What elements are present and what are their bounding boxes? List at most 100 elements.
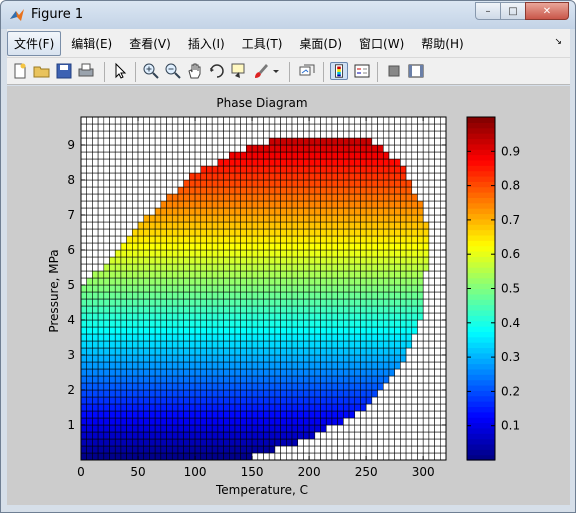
new-figure-icon[interactable]: [11, 62, 29, 80]
heatmap-cell: [331, 382, 338, 391]
hide-plot-tools-icon[interactable]: [385, 62, 403, 80]
heatmap-cell: [257, 200, 264, 209]
heatmap-cell: [263, 242, 270, 251]
heatmap-cell: [126, 319, 133, 328]
heatmap-cell: [434, 305, 441, 314]
heatmap-cell: [149, 284, 156, 293]
menu-view[interactable]: 查看(V): [129, 36, 171, 51]
heatmap-cell: [400, 221, 407, 230]
colorbar-segment: [467, 395, 495, 402]
heatmap-cell: [92, 305, 99, 314]
heatmap-cell: [86, 158, 93, 167]
heatmap-cell: [422, 389, 430, 398]
heatmap-cell: [417, 312, 424, 321]
heatmap-cell: [120, 340, 127, 349]
heatmap-cell: [303, 228, 310, 237]
heatmap-cell: [154, 298, 162, 307]
heatmap-cell: [251, 284, 259, 293]
heatmap-cell: [280, 438, 287, 447]
heatmap-cell: [206, 221, 213, 230]
menu-help[interactable]: 帮助(H): [421, 36, 464, 51]
pan-icon[interactable]: [186, 62, 204, 80]
show-plot-tools-icon[interactable]: [407, 62, 425, 80]
heatmap-cell: [382, 382, 390, 391]
heatmap-cell: [166, 403, 173, 412]
menu-tools[interactable]: 工具(T): [241, 36, 283, 51]
menu-desktop[interactable]: 桌面(D): [299, 36, 343, 51]
heatmap-cell: [337, 340, 344, 349]
heatmap-cell: [308, 424, 316, 433]
heatmap-cell: [382, 291, 390, 300]
heatmap-cell: [234, 375, 241, 384]
minimize-button[interactable]: –: [475, 2, 501, 20]
heatmap-cell: [343, 249, 350, 258]
heatmap-cell: [206, 179, 213, 188]
heatmap-cell: [297, 249, 304, 258]
heatmap-cell: [171, 340, 179, 349]
heatmap-cell: [394, 389, 401, 398]
heatmap-cell: [86, 417, 93, 426]
heatmap-cell: [223, 130, 230, 139]
heatmap-cell: [388, 200, 395, 209]
heatmap-cell: [308, 158, 316, 167]
menu-overflow-icon[interactable]: ↘: [554, 37, 562, 47]
heatmap-cell: [377, 431, 384, 440]
legend-icon[interactable]: [353, 62, 371, 80]
heatmap-cell: [126, 305, 133, 314]
menu-insert[interactable]: 插入(I): [187, 36, 225, 51]
heatmap-cell: [394, 424, 401, 433]
link-plot-icon[interactable]: [298, 62, 316, 80]
heatmap-cell: [394, 347, 401, 356]
heatmap-cell: [126, 354, 133, 363]
maximize-button[interactable]: □: [500, 2, 526, 20]
menu-edit[interactable]: 编辑(E): [71, 36, 113, 51]
heatmap-cell: [189, 298, 196, 307]
heatmap-cell: [229, 172, 236, 181]
heatmap-cell: [257, 193, 264, 202]
heatmap-cell: [354, 123, 361, 132]
heatmap-cell: [97, 368, 105, 377]
heatmap-cell: [291, 277, 298, 286]
zoom-out-icon[interactable]: [164, 62, 182, 80]
heatmap-cell: [365, 326, 373, 335]
heatmap-cell: [354, 354, 361, 363]
heatmap-cell: [114, 256, 122, 265]
rotate-3d-icon[interactable]: [208, 62, 226, 80]
heatmap-cell: [394, 333, 401, 342]
open-file-icon[interactable]: [33, 62, 51, 80]
heatmap-cell: [143, 438, 150, 447]
brush-icon[interactable]: [252, 62, 270, 80]
print-icon[interactable]: [77, 62, 95, 80]
menu-file[interactable]: 文件(F): [7, 30, 62, 56]
heatmap-cell: [160, 186, 167, 195]
data-cursor-icon[interactable]: [230, 62, 248, 80]
heatmap-cell: [360, 326, 367, 335]
menu-window[interactable]: 窗口(W): [359, 36, 405, 51]
title-bar[interactable]: Figure 1 – □ ✕: [1, 1, 575, 29]
colorbar-segment: [467, 197, 495, 204]
heatmap-cell: [246, 312, 253, 321]
heatmap-cell: [422, 249, 430, 258]
heatmap-cell: [211, 403, 219, 412]
heatmap-cell: [143, 396, 150, 405]
heatmap-cell: [189, 305, 196, 314]
heatmap-cell: [92, 361, 99, 370]
heatmap-cell: [217, 207, 224, 216]
heatmap-cell: [80, 200, 87, 209]
brush-dropdown-icon[interactable]: [271, 62, 281, 80]
heatmap-cell: [314, 116, 321, 125]
colorbar-icon[interactable]: [330, 62, 348, 80]
heatmap-cell: [422, 396, 430, 405]
heatmap-cell: [343, 193, 350, 202]
heatmap-cell: [274, 270, 281, 279]
heatmap-cell: [154, 284, 162, 293]
zoom-in-icon[interactable]: [142, 62, 160, 80]
heatmap-cell: [348, 130, 356, 139]
heatmap-cell: [388, 186, 395, 195]
heatmap-cell: [291, 438, 298, 447]
heatmap-cell: [183, 263, 190, 272]
pointer-icon[interactable]: [111, 62, 129, 80]
save-icon[interactable]: [55, 62, 73, 80]
close-button[interactable]: ✕: [525, 2, 569, 20]
